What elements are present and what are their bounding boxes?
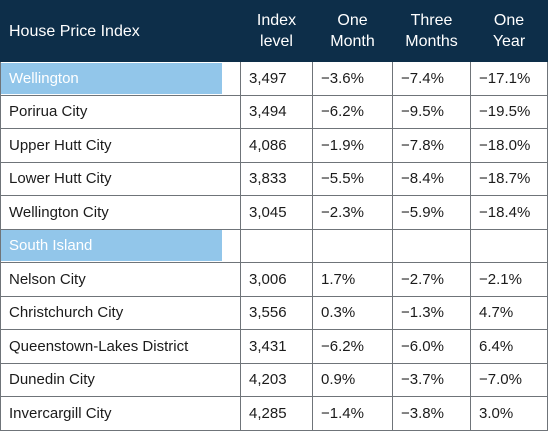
one-year-change: −7.0% (470, 362, 548, 397)
header-three-months: Three Months (392, 0, 471, 62)
header-index-line1: Index (256, 12, 297, 29)
one-year-change: −18.4% (470, 195, 548, 230)
section-index: 3,497 (240, 61, 313, 96)
three-months-change: −7.8% (392, 128, 471, 163)
one-year-change: 4.7% (470, 295, 548, 330)
header-one-month: One Month (312, 0, 393, 62)
section-row-wellington: Wellington 3,497 −3.6% −7.4% −17.1% (0, 61, 548, 96)
section-label-cell: Wellington (0, 61, 241, 96)
index-level: 3,431 (240, 329, 313, 364)
three-months-change: −6.0% (392, 329, 471, 364)
table-title: House Price Index (0, 0, 241, 62)
header-one-year-line2: Year (492, 33, 526, 50)
one-month-change: −1.4% (312, 396, 393, 431)
one-year-change: 3.0% (470, 396, 548, 431)
table-row: Invercargill City 4,285 −1.4% −3.8% 3.0% (0, 396, 548, 431)
section-one-month: −3.6% (312, 61, 393, 96)
one-year-change: −18.7% (470, 161, 548, 196)
region-name: Queenstown-Lakes District (0, 329, 241, 364)
three-months-change: −9.5% (392, 94, 471, 129)
one-month-change: −1.9% (312, 128, 393, 163)
section-empty-cell (240, 228, 313, 263)
region-name: Invercargill City (0, 396, 241, 431)
index-level: 3,833 (240, 161, 313, 196)
section-row-south-island: South Island (0, 228, 548, 263)
table-row: Dunedin City 4,203 0.9% −3.7% −7.0% (0, 362, 548, 397)
header-one-year-line1: One (493, 12, 525, 29)
three-months-change: −3.7% (392, 362, 471, 397)
table-row: Nelson City 3,006 1.7% −2.7% −2.1% (0, 262, 548, 297)
header-three-months-line2: Months (405, 33, 458, 50)
header-three-months-line1: Three (410, 12, 453, 29)
one-month-change: 0.3% (312, 295, 393, 330)
one-month-change: 1.7% (312, 262, 393, 297)
three-months-change: −3.8% (392, 396, 471, 431)
section-label: South Island (1, 230, 222, 262)
one-year-change: 6.4% (470, 329, 548, 364)
table-row: Queenstown-Lakes District 3,431 −6.2% −6… (0, 329, 548, 364)
section-three-months: −7.4% (392, 61, 471, 96)
header-index-line2: level (260, 33, 293, 50)
three-months-change: −2.7% (392, 262, 471, 297)
header-one-month-line2: Month (330, 33, 375, 50)
section-one-year: −17.1% (470, 61, 548, 96)
region-name: Christchurch City (0, 295, 241, 330)
index-level: 4,086 (240, 128, 313, 163)
table-row: Wellington City 3,045 −2.3% −5.9% −18.4% (0, 195, 548, 230)
section-empty-cell (312, 228, 393, 263)
index-level: 4,285 (240, 396, 313, 431)
region-name: Wellington City (0, 195, 241, 230)
one-month-change: −2.3% (312, 195, 393, 230)
region-name: Porirua City (0, 94, 241, 129)
index-level: 3,494 (240, 94, 313, 129)
index-level: 3,045 (240, 195, 313, 230)
header-index-level: Index level (240, 0, 313, 62)
header-one-month-line1: One (337, 12, 368, 29)
region-name: Dunedin City (0, 362, 241, 397)
index-level: 3,006 (240, 262, 313, 297)
table-row: Porirua City 3,494 −6.2% −9.5% −19.5% (0, 94, 548, 129)
one-month-change: 0.9% (312, 362, 393, 397)
index-level: 3,556 (240, 295, 313, 330)
one-month-change: −6.2% (312, 329, 393, 364)
section-label: Wellington (1, 62, 222, 94)
section-empty-cell (392, 228, 471, 263)
one-month-change: −6.2% (312, 94, 393, 129)
table-row: Upper Hutt City 4,086 −1.9% −7.8% −18.0% (0, 128, 548, 163)
region-name: Nelson City (0, 262, 241, 297)
one-year-change: −2.1% (470, 262, 548, 297)
one-month-change: −5.5% (312, 161, 393, 196)
index-level: 4,203 (240, 362, 313, 397)
three-months-change: −5.9% (392, 195, 471, 230)
header-row: House Price Index Index level One Month Th… (0, 0, 548, 62)
section-empty-cell (470, 228, 548, 263)
section-label-cell: South Island (0, 228, 241, 263)
table-row: Lower Hutt City 3,833 −5.5% −8.4% −18.7% (0, 161, 548, 196)
three-months-change: −8.4% (392, 161, 471, 196)
one-year-change: −18.0% (470, 128, 548, 163)
one-year-change: −19.5% (470, 94, 548, 129)
header-one-year: One Year (470, 0, 548, 62)
region-name: Lower Hutt City (0, 161, 241, 196)
table-row: Christchurch City 3,556 0.3% −1.3% 4.7% (0, 295, 548, 330)
region-name: Upper Hutt City (0, 128, 241, 163)
three-months-change: −1.3% (392, 295, 471, 330)
